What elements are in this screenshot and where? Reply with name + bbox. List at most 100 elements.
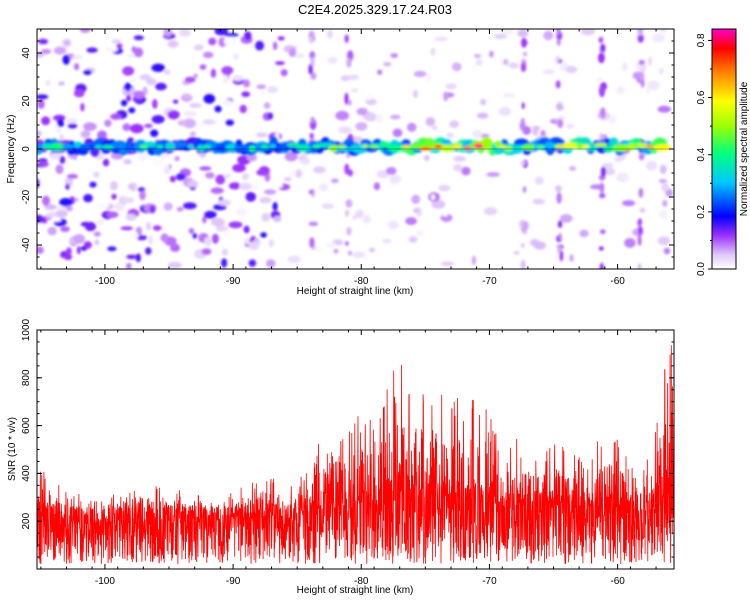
heatmap-cell <box>333 249 339 254</box>
heatmap-peak <box>312 144 321 149</box>
heatmap-cell <box>187 180 199 188</box>
heatmap-cell <box>123 159 132 165</box>
heatmap-cell <box>352 214 357 220</box>
heatmap-cell <box>502 58 509 66</box>
heatmap-cell <box>37 178 40 189</box>
heatmap-cell <box>155 82 167 91</box>
heatmap-cell <box>368 248 376 252</box>
heatmap-cell <box>37 99 45 109</box>
heatmap-cell <box>327 56 338 64</box>
heatmap-cell <box>543 30 554 41</box>
heatmap-cell <box>126 262 132 269</box>
heatmap-cell <box>663 247 671 255</box>
heatmap-cell <box>542 69 555 75</box>
heatmap-peak <box>498 144 507 149</box>
heatmap-peak <box>338 144 346 149</box>
heatmap-cell <box>277 36 285 41</box>
heatmap-cell <box>486 172 500 177</box>
heatmap-cell <box>598 36 604 44</box>
heatmap-cell <box>533 241 546 250</box>
heatmap-cell <box>532 129 539 136</box>
heatmap-cell <box>255 132 268 138</box>
heatmap-cell <box>214 29 229 36</box>
heatmap-cell <box>272 202 278 211</box>
heatmap-cell <box>662 199 668 207</box>
heatmap-cell <box>239 104 247 114</box>
heatmap-cell <box>182 118 196 129</box>
heatmap-cell <box>346 226 352 236</box>
heatmap-y-axis-label: Frequency (Hz) <box>6 115 17 184</box>
heatmap-cell <box>221 229 233 236</box>
heatmap-cell <box>55 164 64 174</box>
heatmap-peak <box>94 144 103 149</box>
heatmap-cell <box>415 230 424 237</box>
heatmap-cell <box>133 35 144 41</box>
heatmap-cell <box>600 43 606 52</box>
heatmap-cell <box>266 259 276 268</box>
heatmap-cell <box>261 212 270 222</box>
heatmap-cell <box>347 169 353 177</box>
heatmap-cell <box>223 99 233 107</box>
heatmap-peak <box>203 144 212 149</box>
heatmap-cell <box>242 79 250 88</box>
heatmap-cell <box>80 130 91 139</box>
heatmap-cell <box>66 205 73 212</box>
heatmap-cell <box>657 236 671 246</box>
heatmap-cell <box>431 199 446 209</box>
heatmap-cell <box>228 221 243 229</box>
heatmap-cell <box>211 217 225 227</box>
heatmap-cell <box>569 254 574 262</box>
heatmap-cell <box>130 123 144 134</box>
colorbar-gradient <box>711 28 737 270</box>
heatmap-cell <box>522 51 528 57</box>
heatmap-cell <box>83 122 97 131</box>
y-tick-label: -20 <box>21 189 32 204</box>
heatmap-cell <box>272 41 278 50</box>
heatmap-cell <box>272 183 284 188</box>
heatmap-cell <box>37 214 43 223</box>
heatmap-cell <box>648 56 652 66</box>
heatmap-cells <box>37 29 673 269</box>
heatmap-cell <box>485 143 492 151</box>
heatmap-cell <box>199 64 207 70</box>
heatmap-cell <box>160 233 169 243</box>
heatmap-cell <box>565 65 578 74</box>
heatmap-cell <box>172 99 179 104</box>
heatmap-cell <box>460 185 471 192</box>
heatmap-cell <box>472 129 483 139</box>
heatmap-cell <box>345 199 353 208</box>
heatmap-cell <box>167 110 180 120</box>
heatmap-cell <box>508 62 519 69</box>
y-tick-label: 200 <box>21 512 32 529</box>
heatmap-cell <box>126 254 137 260</box>
heatmap-cell <box>558 59 563 64</box>
heatmap-cell <box>348 99 352 106</box>
heatmap-cell <box>45 211 59 218</box>
heatmap-cell <box>120 99 128 107</box>
heatmap-cell <box>310 116 315 124</box>
heatmap-cell <box>390 53 399 58</box>
heatmap-cell <box>152 159 165 168</box>
heatmap-cell <box>602 162 614 168</box>
heatmap-cell <box>232 74 244 82</box>
heatmap-cell <box>599 192 606 199</box>
heatmap-cell <box>321 203 334 210</box>
heatmap-cell <box>627 143 636 151</box>
heatmap-cell <box>176 207 184 212</box>
heatmap-cell <box>344 34 349 43</box>
heatmap-cell <box>121 197 135 204</box>
heatmap-cell <box>638 263 642 269</box>
heatmap-cell <box>83 194 93 203</box>
heatmap-cell <box>136 152 148 162</box>
heatmap-cell <box>318 183 328 192</box>
heatmap-cell <box>128 107 136 114</box>
heatmap-cell <box>557 220 563 228</box>
heatmap-cell <box>566 124 574 129</box>
heatmap-cell <box>412 89 419 99</box>
heatmap-cell <box>661 29 666 33</box>
snr-y-ticks: 200 400 600 800 1000 <box>21 318 674 570</box>
heatmap-cell <box>413 70 427 78</box>
heatmap-cell <box>156 144 164 150</box>
heatmap-cell <box>41 48 52 55</box>
heatmap-cell <box>275 144 291 151</box>
